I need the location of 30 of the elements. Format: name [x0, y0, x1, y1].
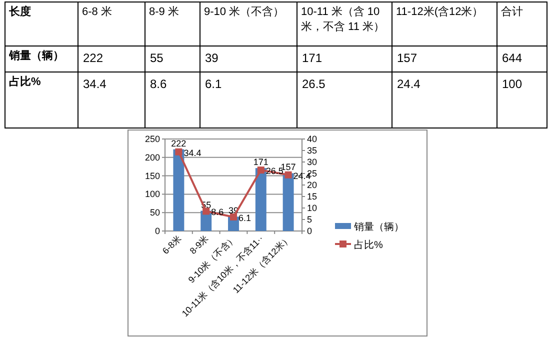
- y-tick-label: 100: [144, 189, 160, 200]
- y-tick-label: 0: [154, 226, 160, 236]
- bar: [282, 173, 294, 231]
- legend-label: 销量（辆）: [353, 221, 404, 233]
- table: 长度 6-8 米 8-9 米 9-10 米（不含） 10-11 米（含 10 米，不含 11 米） 11-12米(含12米） 合计 销量（辆） 222 55 39 171 157 644 占比% 34.4 8.6 6.1 26.5 24.4 100: [4, 2, 548, 128]
- point: [257, 166, 264, 174]
- y-tick-label: 200: [144, 152, 160, 162]
- y2-tick-label: 10: [307, 203, 318, 213]
- y2-tick-label: 35: [307, 146, 318, 156]
- x-tick-label: 8-9米: [188, 233, 211, 256]
- bar: [173, 149, 184, 231]
- y2-tick-label: 15: [307, 192, 318, 202]
- y-tick-label: 250: [144, 134, 160, 144]
- data-label: 6.1: [238, 212, 252, 223]
- y2-tick-label: 5: [307, 214, 312, 224]
- data-label: 34.4: [184, 148, 202, 158]
- y2-tick-label: 0: [307, 226, 312, 236]
- bar: [255, 168, 266, 231]
- point: [284, 171, 292, 178]
- y2-tick-label: 30: [307, 157, 318, 167]
- legend-label: 占比%: [354, 239, 383, 251]
- x-tick-label: 6-8米: [160, 233, 184, 256]
- data-label: 171: [253, 157, 268, 168]
- data-label: 222: [171, 138, 186, 148]
- data-label: 8.6: [211, 207, 224, 218]
- y-tick-label: 150: [144, 170, 160, 181]
- y2-tick-label: 20: [307, 180, 318, 190]
- y-tick-label: 50: [150, 208, 160, 218]
- y2-tick-label: 40: [307, 134, 318, 144]
- point: [175, 148, 182, 156]
